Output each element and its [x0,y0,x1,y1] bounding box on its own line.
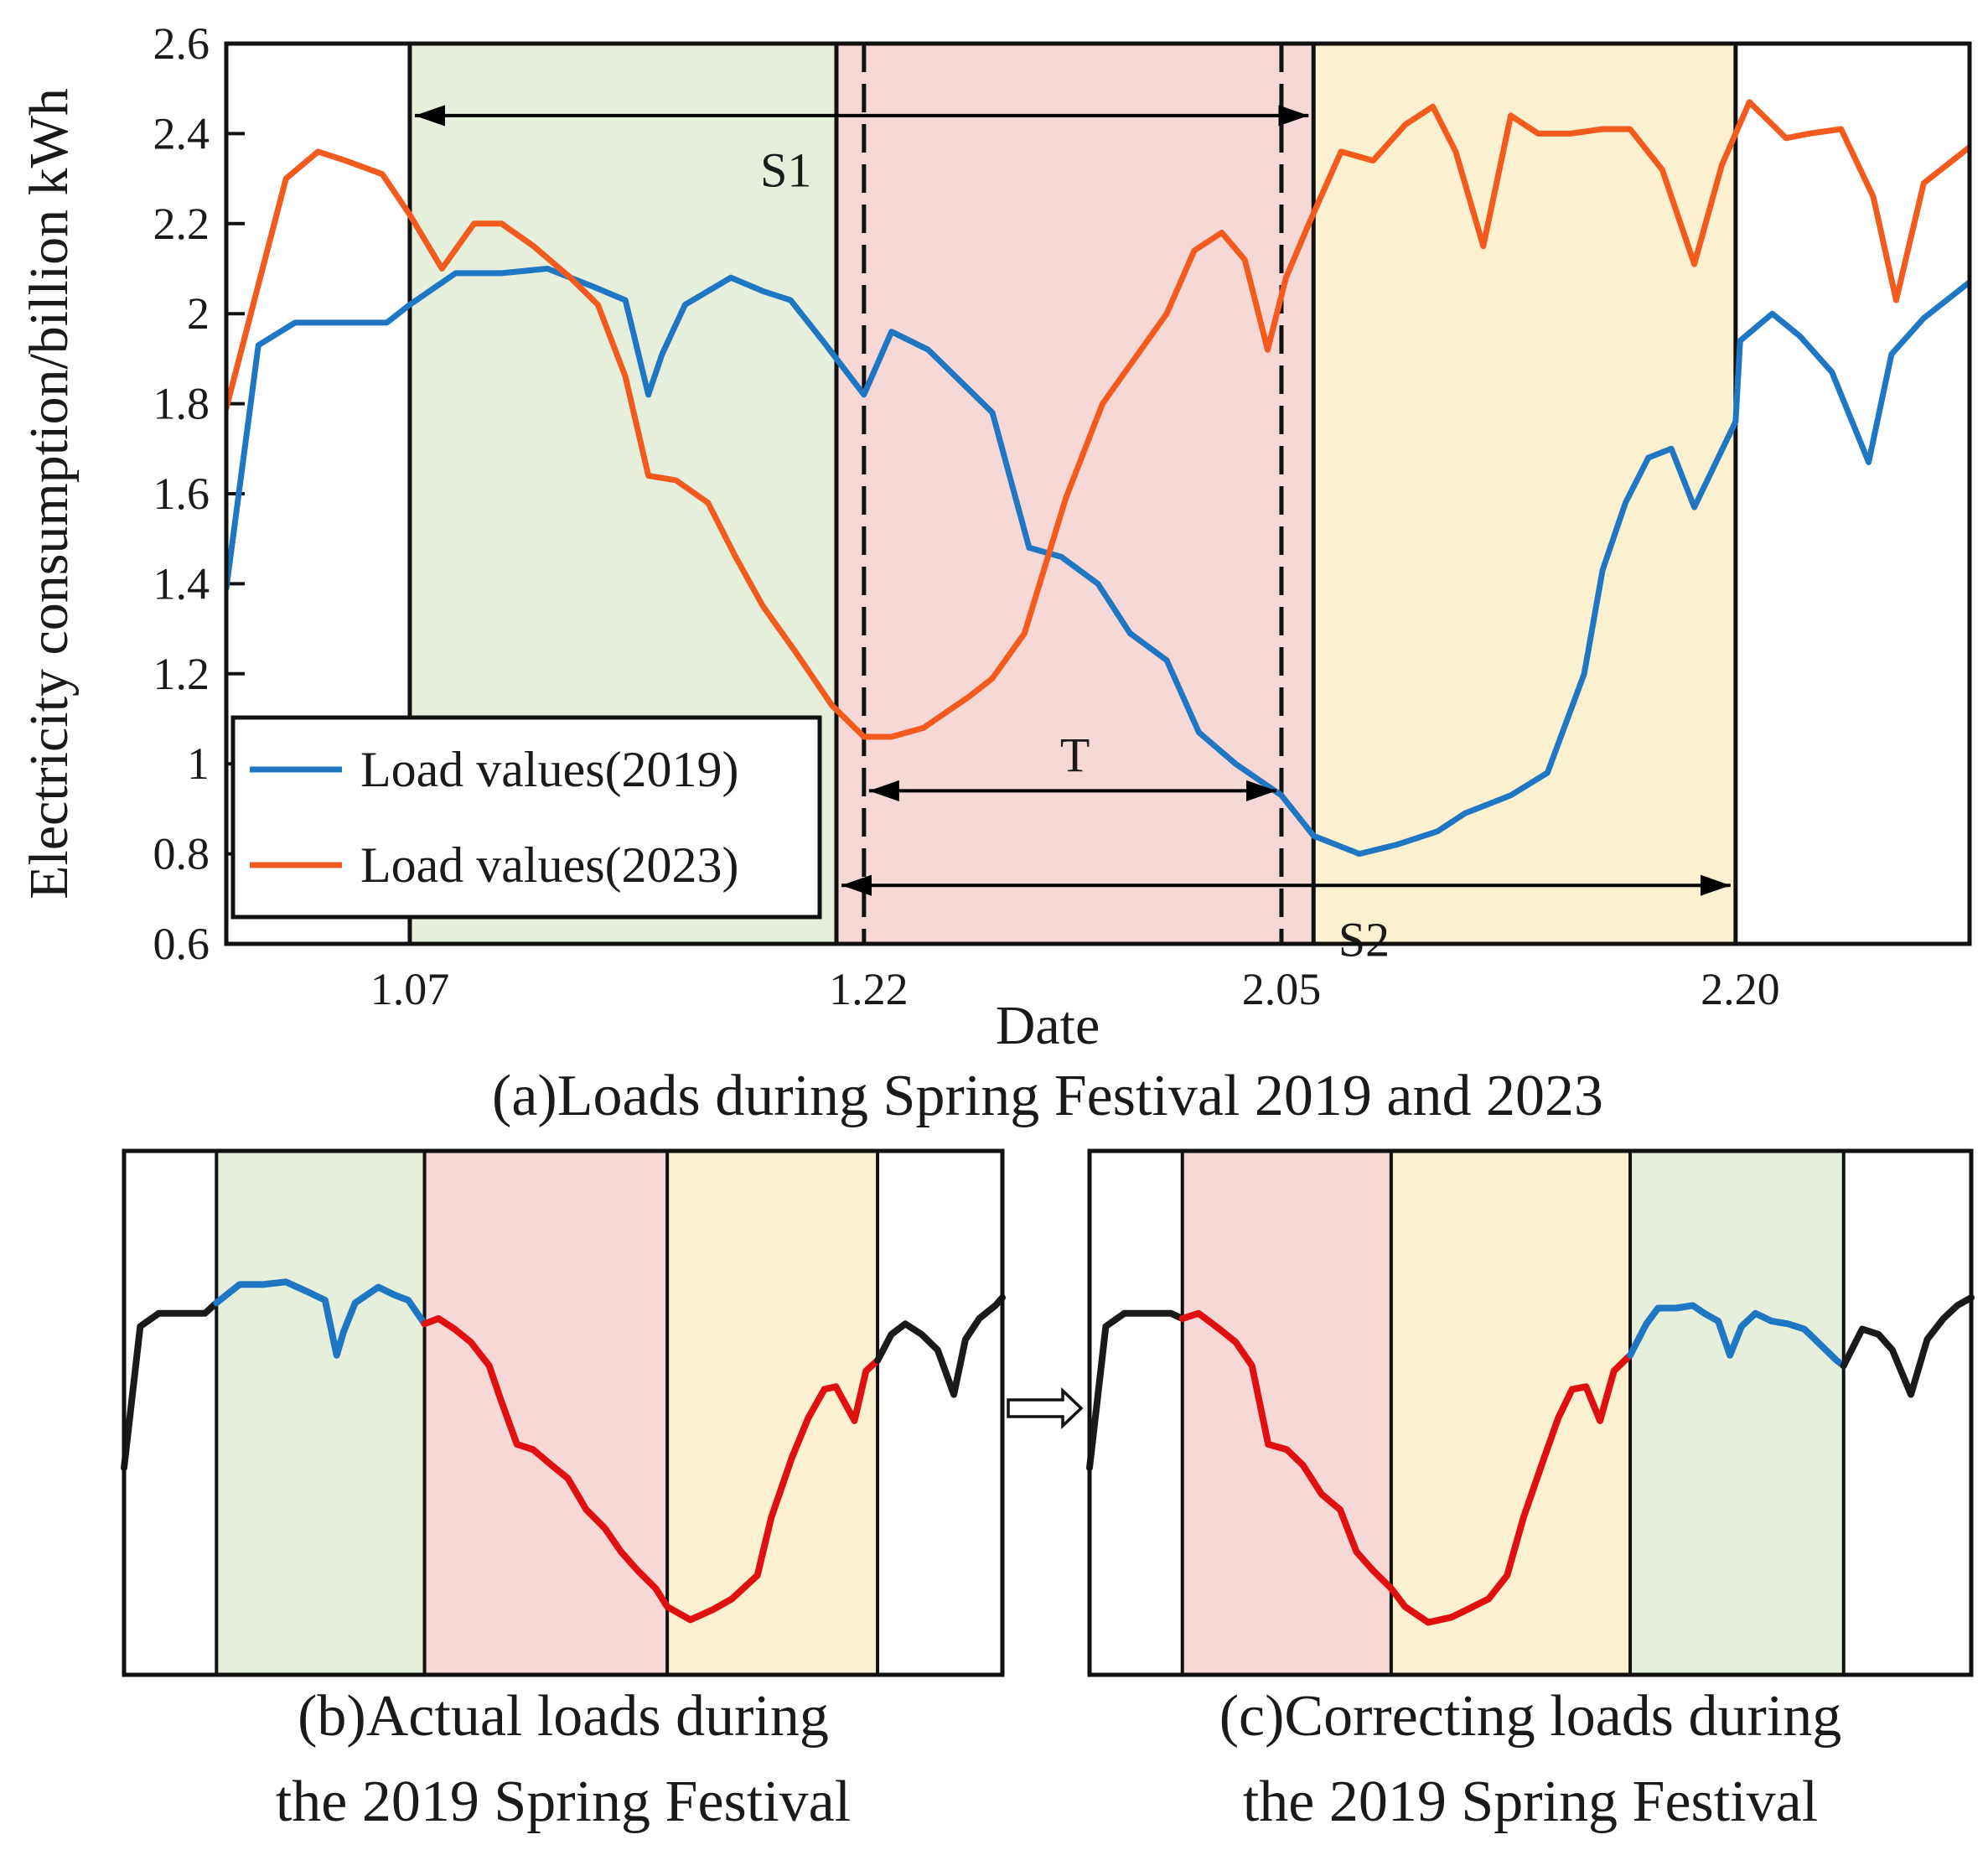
period-band-1 [1182,1151,1391,1675]
y-tick-label: 1 [187,738,210,789]
y-tick-label: 1.2 [153,649,210,699]
load-segment-2 [213,1278,428,1359]
panel-c-chart: (c)Correcting loads during the 2019 Spri… [1086,1148,1975,1834]
y-tick-label: 1.6 [153,469,210,519]
panel-a-caption: (a)Loads during Spring Festival 2019 and… [492,1064,1603,1128]
panel-c-caption-line2: the 2019 Spring Festival [1243,1770,1818,1834]
plot-frame [122,1148,1005,1677]
span-label-S1: S1 [760,143,811,197]
y-tick-label: 0.8 [153,829,210,879]
panel-a-chart: 0.6 0.8 1 1.2 1.4 1.6 1.8 2 2.2 2.4 2.6 1.07 1.22 2.… [18,18,1972,1128]
legend-entry: Load values(2023) [360,837,739,893]
plot-series [226,99,1970,858]
y-tick-label: 1.4 [153,558,210,609]
period-bands [216,1151,878,1675]
load-segment-4 [1840,1294,1975,1398]
period-bands [409,44,1736,944]
x-tick-label: 2.05 [1242,964,1322,1014]
period-band-1 [216,1151,425,1675]
series-line-2019 [226,266,1970,858]
legend: Load values(2019) Load values(2023) [230,715,822,920]
x-tick-label: 1.07 [370,964,450,1014]
load-segment-2 [1178,1309,1633,1626]
load-segment-4 [874,1294,1006,1398]
x-tick-label: 1.22 [829,964,909,1014]
load-segment-3 [421,1315,882,1624]
y-tick-label: 2.2 [153,199,210,249]
legend-box [230,715,822,920]
plot-series [1086,1294,1975,1626]
panel-b-caption-line1: (b)Actual loads during [298,1684,829,1749]
panel-b-caption-line2: the 2019 Spring Festival [276,1770,851,1834]
span-label-S2: S2 [1338,913,1390,967]
y-tick-label: 1.8 [153,379,210,429]
series-line-2023 [226,99,1970,740]
period-band-2 [424,1151,668,1675]
legend-entry: Load values(2019) [360,742,739,797]
x-tick-label: 2.20 [1701,964,1780,1014]
period-band-3 [1313,44,1736,944]
x-axis-ticks: 1.07 1.22 2.05 2.20 [370,964,1780,1014]
period-band-2 [836,44,1314,944]
period-band-3 [1630,1151,1844,1675]
period-annotations: S1 T S2 [414,105,1731,967]
span-label-T: T [1060,728,1090,782]
period-bands [1182,1151,1844,1675]
panel-b-chart: (b)Actual loads during the 2019 Spring F… [121,1148,1006,1834]
load-segment-1 [121,1299,220,1472]
load-segment-1 [1086,1309,1186,1472]
period-band-3 [667,1151,878,1675]
y-tick-label: 2 [187,288,210,339]
x-axis-label: Date [996,995,1100,1056]
plot-frame [1087,1148,1974,1677]
load-segment-3 [1627,1302,1847,1370]
period-boundaries [215,1151,880,1675]
period-band-2 [1390,1151,1631,1675]
plot-frame [224,41,1972,946]
panel-c-caption-line1: (c)Correcting loads during [1219,1684,1842,1749]
y-axis-label: Electricity consumption/billion kWh [18,88,80,899]
plot-series [121,1278,1006,1624]
y-tick-label: 0.6 [153,919,210,969]
y-tick-label: 2.4 [153,108,210,158]
arrow-right-icon [1007,1386,1084,1430]
y-tick-label: 2.6 [153,18,210,69]
